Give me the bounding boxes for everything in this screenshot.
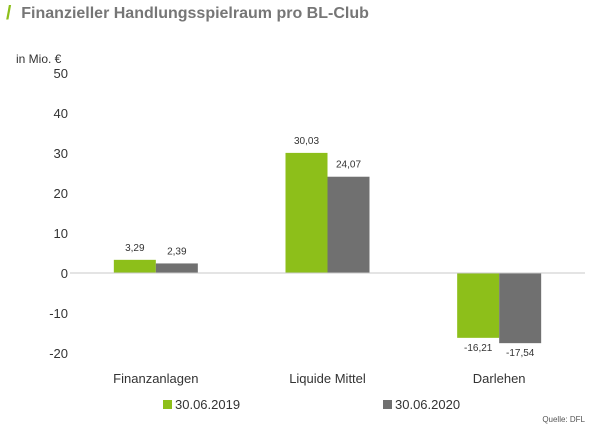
data-label: 2,39: [167, 246, 187, 257]
bar: [285, 152, 328, 273]
data-label: 30,03: [294, 136, 319, 147]
legend-swatch: [383, 400, 392, 409]
bar: [499, 273, 542, 344]
x-tick-label: Finanzanlagen: [113, 371, 198, 386]
y-tick-label: 40: [54, 106, 68, 121]
data-label: -17,54: [506, 348, 535, 359]
bar: [327, 176, 370, 273]
data-label: 24,07: [336, 160, 361, 171]
y-tick-label: 10: [54, 226, 68, 241]
y-axis-label: in Mio. €: [16, 52, 62, 66]
y-tick-label: 50: [54, 66, 68, 81]
data-label: 3,29: [125, 243, 145, 254]
x-axis-labels: Finanzanlagen Liquide Mittel Darlehen: [113, 371, 525, 386]
data-label: -16,21: [464, 343, 493, 354]
y-tick-label: 0: [61, 266, 68, 281]
legend-swatch: [163, 400, 172, 409]
y-tick-label: -10: [49, 306, 68, 321]
y-tick-label: 20: [54, 186, 68, 201]
bars: 3,29 2,39 30,03 24,07 -16,21 -17,54: [113, 136, 542, 359]
chart-header: / Finanzieller Handlungsspielraum pro BL…: [6, 3, 369, 25]
bar: [457, 273, 500, 338]
x-tick-label: Darlehen: [473, 371, 526, 386]
source-note: Quelle: DFL: [542, 415, 585, 424]
chart-title: Finanzieller Handlungsspielraum pro BL-C…: [21, 5, 369, 22]
bar: [155, 263, 198, 273]
legend: 30.06.2019 30.06.2020: [163, 397, 460, 412]
y-axis-ticks: -20 -10 0 10 20 30 40 50: [49, 66, 68, 361]
legend-label: 30.06.2020: [395, 397, 460, 412]
y-tick-label: 30: [54, 146, 68, 161]
legend-label: 30.06.2019: [175, 397, 240, 412]
x-tick-label: Liquide Mittel: [289, 371, 366, 386]
bar: [113, 259, 156, 273]
slash-accent-icon: /: [6, 3, 12, 24]
y-tick-label: -20: [49, 346, 68, 361]
